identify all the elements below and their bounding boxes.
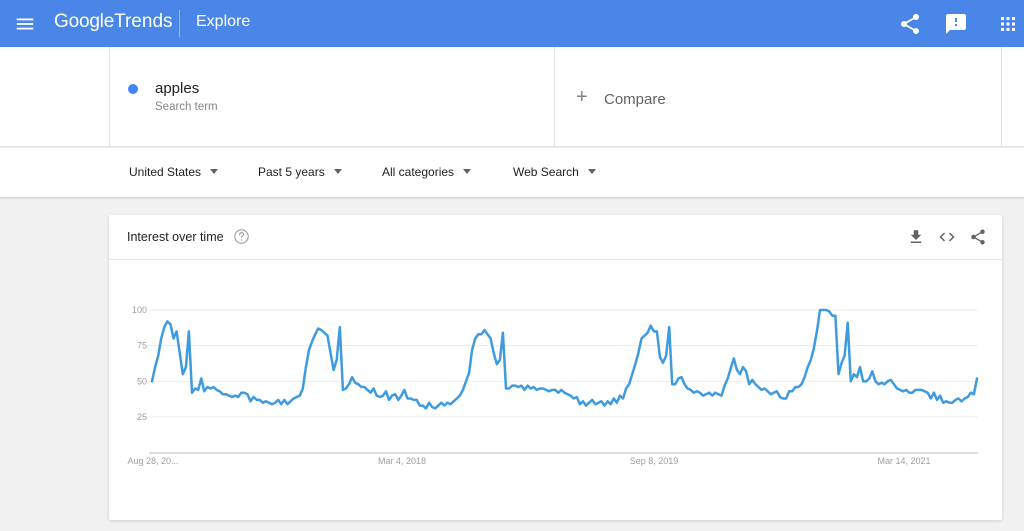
term-color-dot xyxy=(128,84,138,94)
search-term-name[interactable]: apples xyxy=(155,80,200,97)
share-icon[interactable] xyxy=(898,12,922,36)
category-filter[interactable]: All categories xyxy=(382,165,472,179)
filter-bar: United States Past 5 years All categorie… xyxy=(0,148,1024,198)
embed-icon[interactable] xyxy=(938,228,956,246)
chevron-down-icon xyxy=(463,169,472,174)
search-type-filter[interactable]: Web Search xyxy=(513,165,596,179)
region-filter[interactable]: United States xyxy=(129,165,219,179)
search-term-card[interactable]: apples Search term xyxy=(109,47,555,147)
help-icon[interactable] xyxy=(233,228,250,245)
menu-icon[interactable] xyxy=(14,13,36,35)
x-tick-label: Sep 8, 2019 xyxy=(630,456,679,466)
time-filter[interactable]: Past 5 years xyxy=(258,165,342,179)
y-tick-label: 50 xyxy=(137,376,147,386)
chevron-down-icon xyxy=(587,169,596,174)
download-icon[interactable] xyxy=(907,228,925,246)
time-filter-label: Past 5 years xyxy=(258,165,325,179)
share-icon[interactable] xyxy=(969,228,987,246)
y-tick-label: 75 xyxy=(137,341,147,351)
y-tick-label: 100 xyxy=(132,305,147,315)
chevron-down-icon xyxy=(333,169,342,174)
search-type-filter-label: Web Search xyxy=(513,165,579,179)
x-tick-label: Aug 28, 20... xyxy=(127,456,178,466)
series-line-apples[interactable] xyxy=(150,308,979,410)
feedback-icon[interactable] xyxy=(944,12,968,36)
category-filter-label: All categories xyxy=(382,165,455,179)
interest-over-time-chart[interactable]: 25 50 75 100 Aug 28, 20... Mar 4, 2018 Sep 8,… xyxy=(109,260,1002,520)
card-title: Interest over time xyxy=(127,230,224,244)
interest-over-time-card: Interest over time 25 50 75 100 Aug 28, 20.… xyxy=(109,215,1002,520)
logo-google-text: Google xyxy=(54,11,115,32)
chevron-down-icon xyxy=(210,169,219,174)
x-tick-label: Mar 14, 2021 xyxy=(877,456,930,466)
plus-icon: + xyxy=(576,86,588,108)
x-tick-label: Mar 4, 2018 xyxy=(378,456,426,466)
card-header: Interest over time xyxy=(109,215,1002,260)
google-trends-logo[interactable]: GoogleTrends xyxy=(54,11,173,37)
compare-button[interactable]: + Compare xyxy=(555,47,1002,147)
apps-icon[interactable] xyxy=(996,12,1020,36)
search-panel: apples Search term + Compare xyxy=(0,47,1024,147)
page-title: Explore xyxy=(196,13,251,30)
logo-trends-text: Trends xyxy=(114,11,173,32)
top-app-bar: GoogleTrends Explore xyxy=(0,0,1024,47)
compare-label: Compare xyxy=(604,91,666,108)
y-tick-label: 25 xyxy=(137,412,147,422)
search-term-type: Search term xyxy=(155,101,218,113)
region-filter-label: United States xyxy=(129,165,202,179)
header-divider xyxy=(179,10,180,37)
